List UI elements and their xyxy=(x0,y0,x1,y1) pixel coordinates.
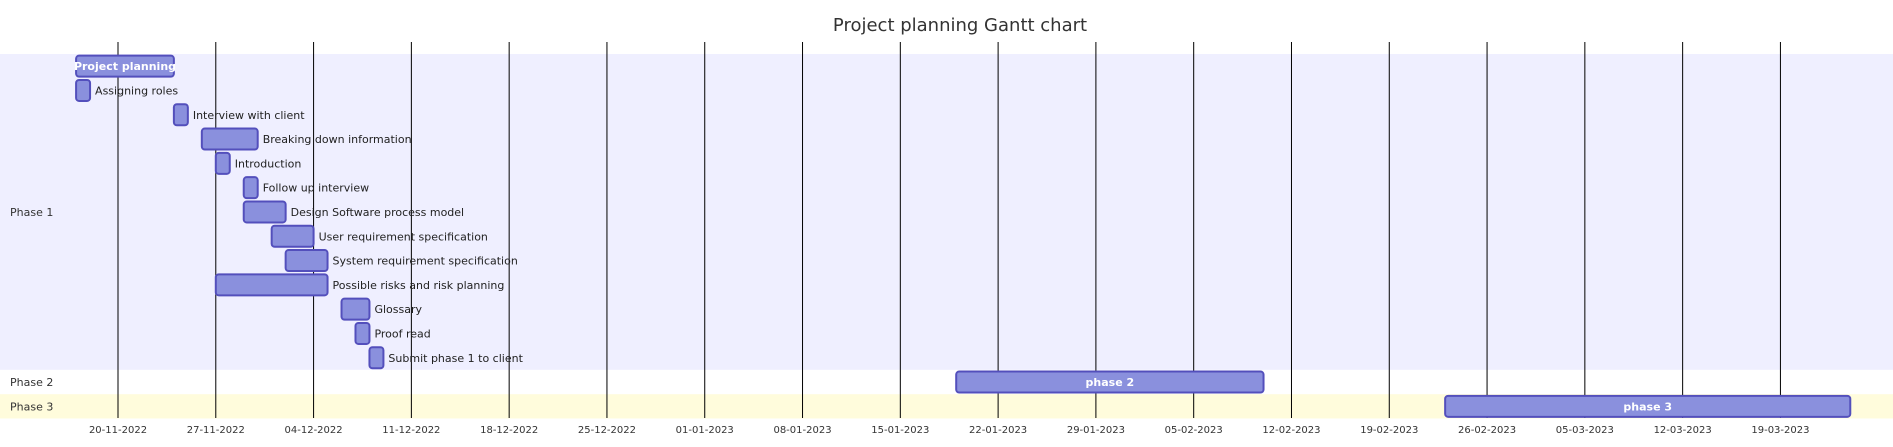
task-bars xyxy=(75,54,1852,418)
section-bands xyxy=(0,54,1893,419)
x-axis-ticks: 20-11-2022 27-11-2022 04-12-2022 11-12-2022… xyxy=(89,425,1810,436)
task-label: Assigning roles xyxy=(95,84,178,97)
task-label: System requirement specification xyxy=(333,255,518,268)
task-bar xyxy=(284,249,329,273)
task-bar xyxy=(1444,394,1852,418)
x-tick-label: 27-11-2022 xyxy=(187,425,245,436)
chart-title: Project planning Gantt chart xyxy=(833,15,1087,36)
x-tick-label: 22-01-2023 xyxy=(969,425,1027,436)
task-bar xyxy=(214,151,231,175)
task-label: phase 2 xyxy=(1086,376,1135,389)
x-tick-label: 29-01-2023 xyxy=(1067,425,1125,436)
x-tick-label: 19-02-2023 xyxy=(1360,425,1418,436)
task-label: Interview with client xyxy=(193,109,305,122)
task-label: Project planning xyxy=(74,60,176,73)
x-tick-label: 04-12-2022 xyxy=(285,425,343,436)
x-tick-label: 18-12-2022 xyxy=(480,425,538,436)
section-label: Phase 3 xyxy=(10,400,53,413)
task-label: Possible risks and risk planning xyxy=(333,279,505,292)
section-labels: Phase 1 Phase 2 Phase 3 xyxy=(10,206,53,413)
x-tick-label: 15-01-2023 xyxy=(871,425,929,436)
x-tick-label: 01-01-2023 xyxy=(676,425,734,436)
x-tick-label: 08-01-2023 xyxy=(773,425,831,436)
task-bar xyxy=(200,127,259,151)
task-bar xyxy=(955,370,1265,394)
section-label: Phase 2 xyxy=(10,376,53,389)
task-label: Follow up interview xyxy=(263,182,369,195)
task-label: Breaking down information xyxy=(263,133,412,146)
task-label: User requirement specification xyxy=(319,230,488,243)
task-bar xyxy=(75,78,92,102)
task-bar xyxy=(214,273,329,297)
task-bar xyxy=(354,321,371,345)
task-labels: Project planning Assigning roles Interview… xyxy=(74,60,1672,413)
x-tick-label: 26-02-2023 xyxy=(1458,425,1516,436)
x-tick-label: 12-03-2023 xyxy=(1654,425,1712,436)
task-bar xyxy=(75,54,175,78)
task-label: Glossary xyxy=(374,303,422,316)
task-label: Design Software process model xyxy=(291,206,464,219)
x-tick-label: 12-02-2023 xyxy=(1262,425,1320,436)
task-label: phase 3 xyxy=(1623,400,1672,413)
task-label: Submit phase 1 to client xyxy=(388,352,523,365)
section-band xyxy=(0,54,1893,370)
x-tick-label: 05-02-2023 xyxy=(1165,425,1223,436)
section-band xyxy=(0,369,1893,395)
task-bar xyxy=(242,176,259,200)
task-bar xyxy=(270,224,315,248)
x-tick-label: 19-03-2023 xyxy=(1751,425,1809,436)
x-tick-label: 20-11-2022 xyxy=(89,425,147,436)
task-bar xyxy=(340,297,371,321)
section-label: Phase 1 xyxy=(10,206,53,219)
task-bar xyxy=(368,346,385,370)
task-label: Proof read xyxy=(374,327,430,340)
x-tick-label: 11-12-2022 xyxy=(382,425,440,436)
task-label: Introduction xyxy=(235,157,302,170)
x-tick-label: 25-12-2022 xyxy=(578,425,636,436)
task-bar xyxy=(242,200,287,224)
grid-lines xyxy=(117,42,1781,418)
x-tick-label: 05-03-2023 xyxy=(1556,425,1614,436)
task-bar xyxy=(172,103,189,127)
